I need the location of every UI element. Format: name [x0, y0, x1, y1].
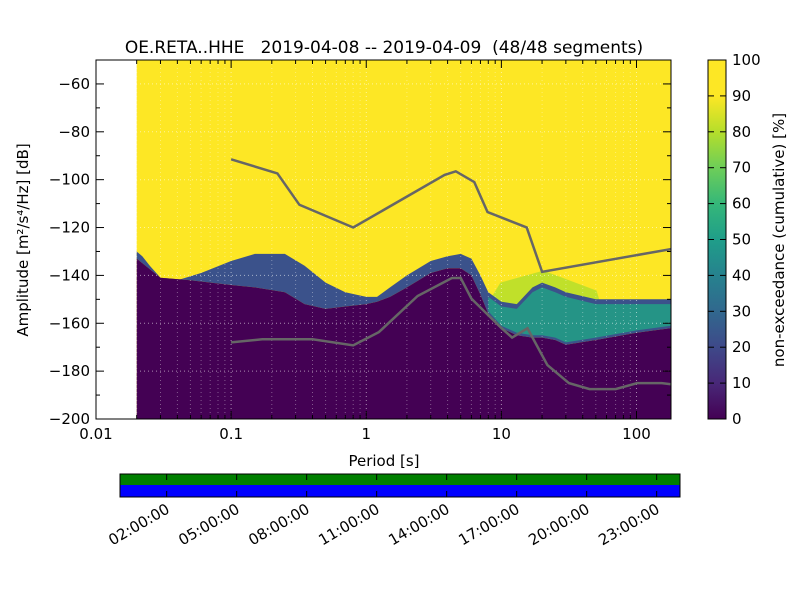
- x-axis-label: Period [s]: [348, 452, 419, 470]
- y-axis-label: Amplitude [m²/s⁴/Hz] [dB]: [14, 143, 32, 336]
- colorbar-tick-label: 80: [732, 123, 751, 141]
- colorbar-tick-label: 0: [732, 410, 742, 428]
- timeline-tick-label: 17:00:00: [455, 500, 522, 549]
- plot-frame: [95, 59, 672, 420]
- low-noise-model-line: [230, 276, 671, 391]
- x-tick-label: 100: [622, 425, 651, 443]
- y-tick-label: −160: [49, 314, 90, 332]
- colorbar-ticks: 0 10 20 30 40 50 60 70 80 90 100: [708, 51, 761, 428]
- timeline-tick-label: 11:00:00: [315, 500, 382, 549]
- timeline-tick-label: 05:00:00: [175, 500, 242, 549]
- y-tick-label: −200: [49, 410, 90, 428]
- data-coverage-timeline: 02:00:00 05:00:00 08:00:00 11:00:00 14:00:00…: [105, 473, 681, 549]
- x-axis: 0.01 0.1 1 10 100: [79, 60, 651, 443]
- y-tick-label: −120: [49, 219, 90, 237]
- noise-model-lines: [230, 158, 671, 391]
- heatmap-transition-band-green: [488, 287, 671, 343]
- heatmap-low-percentile-region: [136, 258, 671, 419]
- colorbar-tick-label: 30: [732, 302, 751, 320]
- x-tick-label: 10: [492, 425, 511, 443]
- colorbar-tick-label: 70: [732, 159, 751, 177]
- y-tick-label: −60: [58, 75, 90, 93]
- x-tick-label: 1: [361, 425, 371, 443]
- timeline-top-bar: [120, 474, 680, 485]
- colorbar-tick-label: 10: [732, 374, 751, 392]
- y-axis: −60 −80 −100 −120 −140 −160 −180 −200: [49, 59, 671, 428]
- colorbar: 0 10 20 30 40 50 60 70 80 90 100 non-exceedance (c…: [707, 51, 788, 428]
- colorbar-tick-label: 100: [732, 51, 761, 69]
- colorbar-tick-label: 60: [732, 195, 751, 213]
- colorbar-label: non-exceedance (cumulative) [%]: [770, 113, 788, 367]
- chart-title: OE.RETA..HHE 2019-04-08 -- 2019-04-09 (4…: [125, 38, 643, 58]
- colorbar-tick-label: 90: [732, 87, 751, 105]
- timeline-tick-label: 02:00:00: [105, 500, 172, 549]
- colorbar-tick-label: 20: [732, 338, 751, 356]
- timeline-bottom-bar: [120, 485, 680, 497]
- y-tick-label: −100: [49, 171, 90, 189]
- y-tick-label: −140: [49, 266, 90, 284]
- y-tick-label: −180: [49, 362, 90, 380]
- x-tick-label: 0.1: [219, 425, 243, 443]
- colorbar-tick-label: 40: [732, 266, 751, 284]
- x-tick-label: 0.01: [79, 425, 112, 443]
- timeline-tick-label: 23:00:00: [595, 500, 662, 549]
- high-noise-model-line: [230, 158, 671, 274]
- colorbar-tick-label: 50: [732, 231, 751, 249]
- timeline-tick-label: 14:00:00: [385, 500, 452, 549]
- timeline-frame: [119, 473, 681, 498]
- y-tick-label: −80: [58, 123, 90, 141]
- timeline-tick-label: 08:00:00: [245, 500, 312, 549]
- timeline-tick-label: 20:00:00: [525, 500, 592, 549]
- psd-plot-area: [96, 60, 671, 419]
